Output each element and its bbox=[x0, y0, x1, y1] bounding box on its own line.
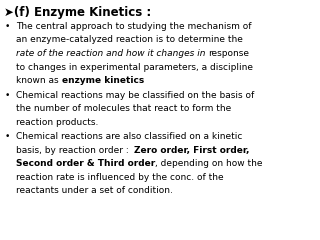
Text: reaction rate is influenced by the conc. of the: reaction rate is influenced by the conc.… bbox=[16, 173, 224, 181]
Text: basis, by reaction order :: basis, by reaction order : bbox=[16, 145, 134, 155]
Text: response: response bbox=[208, 49, 249, 58]
Text: enzyme kinetics: enzyme kinetics bbox=[61, 76, 144, 85]
Text: to changes in experimental parameters, a discipline: to changes in experimental parameters, a… bbox=[16, 62, 253, 72]
Text: Chemical reactions are also classified on a kinetic: Chemical reactions are also classified o… bbox=[16, 132, 242, 141]
Text: •: • bbox=[5, 132, 10, 141]
Text: •: • bbox=[5, 22, 10, 31]
Text: reaction products.: reaction products. bbox=[16, 118, 98, 127]
Text: reactants under a set of condition.: reactants under a set of condition. bbox=[16, 186, 173, 195]
Text: an enzyme-catalyzed reaction is to determine the: an enzyme-catalyzed reaction is to deter… bbox=[16, 36, 243, 44]
Text: ➤(f) Enzyme Kinetics :: ➤(f) Enzyme Kinetics : bbox=[4, 6, 151, 19]
Text: known as: known as bbox=[16, 76, 61, 85]
Text: Chemical reactions may be classified on the basis of: Chemical reactions may be classified on … bbox=[16, 91, 254, 100]
Text: Zero order, First order,: Zero order, First order, bbox=[134, 145, 250, 155]
Text: •: • bbox=[5, 91, 10, 100]
Text: , depending on how the: , depending on how the bbox=[155, 159, 263, 168]
Text: The central approach to studying the mechanism of: The central approach to studying the mec… bbox=[16, 22, 252, 31]
Text: the number of molecules that react to form the: the number of molecules that react to fo… bbox=[16, 104, 231, 113]
Text: Second order & Third order: Second order & Third order bbox=[16, 159, 155, 168]
Text: rate of the reaction and how it changes in: rate of the reaction and how it changes … bbox=[16, 49, 208, 58]
